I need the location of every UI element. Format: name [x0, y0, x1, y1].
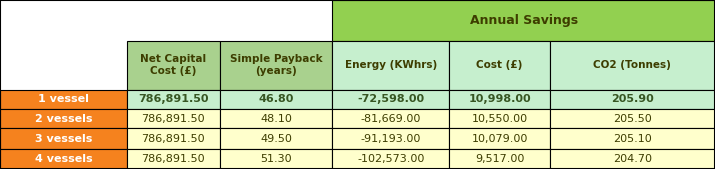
- Bar: [449, 109, 550, 128]
- Bar: [332, 149, 449, 169]
- Text: Net Capital
Cost (£): Net Capital Cost (£): [140, 54, 207, 76]
- Text: -91,193.00: -91,193.00: [361, 134, 421, 144]
- Text: 786,891.50: 786,891.50: [142, 154, 205, 164]
- Bar: [220, 41, 332, 90]
- Bar: [449, 128, 550, 149]
- Bar: [220, 128, 332, 149]
- Bar: [220, 109, 332, 128]
- Bar: [449, 41, 550, 90]
- Bar: [127, 90, 220, 109]
- Text: 9,517.00: 9,517.00: [475, 154, 524, 164]
- Text: 204.70: 204.70: [613, 154, 652, 164]
- Text: Simple Payback
(years): Simple Payback (years): [230, 54, 322, 76]
- Bar: [220, 149, 332, 169]
- Text: 786,891.50: 786,891.50: [142, 134, 205, 144]
- Text: -81,669.00: -81,669.00: [361, 114, 421, 124]
- Bar: [550, 90, 715, 109]
- Bar: [0, 41, 127, 90]
- Text: Cost (£): Cost (£): [476, 60, 523, 70]
- Bar: [127, 149, 220, 169]
- Text: 10,550.00: 10,550.00: [472, 114, 528, 124]
- Text: 786,891.50: 786,891.50: [142, 114, 205, 124]
- Bar: [0, 128, 127, 149]
- Bar: [127, 128, 220, 149]
- Bar: [0, 109, 127, 128]
- Bar: [550, 128, 715, 149]
- Bar: [449, 149, 550, 169]
- Text: CO2 (Tonnes): CO2 (Tonnes): [593, 60, 671, 70]
- Bar: [0, 149, 127, 169]
- Bar: [332, 41, 449, 90]
- Text: 786,891.50: 786,891.50: [138, 94, 209, 104]
- Text: -102,573.00: -102,573.00: [358, 154, 425, 164]
- Text: 46.80: 46.80: [259, 94, 294, 104]
- Text: -72,598.00: -72,598.00: [358, 94, 425, 104]
- Text: Energy (KWhrs): Energy (KWhrs): [345, 60, 437, 70]
- Bar: [127, 41, 220, 90]
- Text: 1 vessel: 1 vessel: [38, 94, 89, 104]
- Bar: [550, 149, 715, 169]
- Text: 4 vessels: 4 vessels: [34, 154, 92, 164]
- Bar: [550, 109, 715, 128]
- Text: 51.30: 51.30: [260, 154, 292, 164]
- Bar: [332, 128, 449, 149]
- Text: 49.50: 49.50: [260, 134, 292, 144]
- Bar: [550, 41, 715, 90]
- Text: 205.10: 205.10: [613, 134, 652, 144]
- Text: 205.50: 205.50: [613, 114, 652, 124]
- Bar: [332, 90, 449, 109]
- Bar: [220, 90, 332, 109]
- Text: 2 vessels: 2 vessels: [35, 114, 92, 124]
- Bar: [449, 90, 550, 109]
- Text: 48.10: 48.10: [260, 114, 292, 124]
- Text: Annual Savings: Annual Savings: [470, 14, 578, 27]
- Text: 205.90: 205.90: [611, 94, 654, 104]
- Text: 10,079.00: 10,079.00: [471, 134, 528, 144]
- Bar: [0, 0, 332, 41]
- Bar: [332, 109, 449, 128]
- Bar: [0, 90, 127, 109]
- Text: 10,998.00: 10,998.00: [468, 94, 531, 104]
- Bar: [127, 109, 220, 128]
- Text: 3 vessels: 3 vessels: [35, 134, 92, 144]
- Bar: [332, 0, 715, 41]
